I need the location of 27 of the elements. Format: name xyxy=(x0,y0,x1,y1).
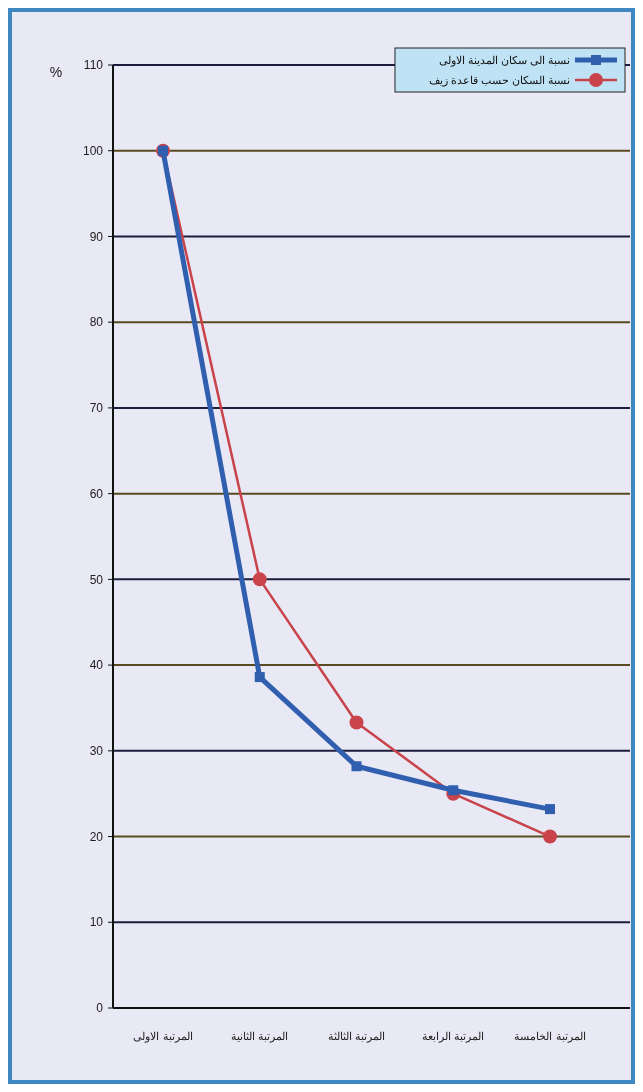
y-tick-label: 90 xyxy=(89,229,104,244)
y-tick-label: 60 xyxy=(89,486,104,501)
point xyxy=(545,804,555,815)
y-tick-label: 10 xyxy=(89,915,104,930)
point xyxy=(448,785,459,796)
y-tick-label: 70 xyxy=(89,401,104,416)
y-tick-label: 0 xyxy=(96,1001,104,1016)
y-tick-label: 110 xyxy=(83,58,104,73)
point xyxy=(254,672,265,683)
point xyxy=(252,572,267,587)
y-tick-label: 20 xyxy=(89,829,104,844)
legend-label: نسبة السكان حسب قاعدة زيف xyxy=(428,73,570,87)
legend-label: نسبة الى سكان المدينة الاولى xyxy=(438,53,570,67)
y-tick-label: 50 xyxy=(89,572,104,587)
y-axis-title: % xyxy=(49,64,63,80)
x-tick-label: المرتبة الاولى xyxy=(133,1030,193,1043)
y-tick-label: 80 xyxy=(89,315,104,330)
x-tick-label: المرتبة الثالثة xyxy=(327,1030,386,1043)
x-tick-label: المرتبة الثانية xyxy=(231,1030,289,1043)
y-tick-label: 30 xyxy=(89,744,104,759)
point xyxy=(351,761,362,772)
y-tick-label: 100 xyxy=(82,143,104,158)
x-tick-label: المرتبة الرابعة xyxy=(422,1030,485,1043)
y-tick-label: 40 xyxy=(89,658,104,673)
x-tick-label: المرتبة الخامسة xyxy=(514,1030,586,1043)
point xyxy=(543,829,557,844)
point xyxy=(349,715,364,730)
